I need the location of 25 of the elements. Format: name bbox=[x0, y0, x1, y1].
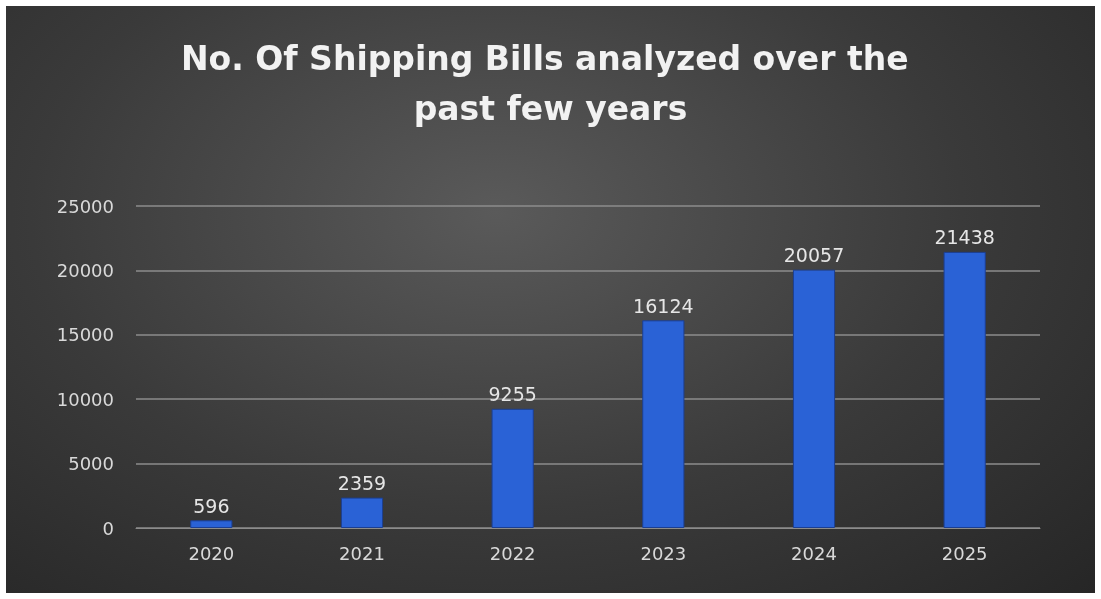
data-label: 21438 bbox=[934, 226, 995, 249]
data-label: 596 bbox=[193, 494, 230, 517]
bar bbox=[340, 497, 384, 528]
data-label: 2359 bbox=[337, 472, 387, 495]
data-label: 9255 bbox=[488, 383, 537, 406]
x-tick-label: 2020 bbox=[188, 542, 235, 564]
y-tick-label: 25000 bbox=[56, 195, 114, 217]
bar bbox=[642, 320, 685, 528]
y-tick-label: 20000 bbox=[56, 259, 114, 281]
chart-title: No. Of Shipping Bills analyzed over the past few years bbox=[180, 38, 921, 128]
y-tick-label: 5000 bbox=[68, 453, 114, 475]
x-tick-label: 2023 bbox=[640, 542, 687, 564]
bar bbox=[792, 269, 836, 528]
x-tick-label: 2021 bbox=[339, 542, 385, 564]
data-label: 20057 bbox=[783, 244, 845, 267]
bar bbox=[491, 408, 534, 528]
data-label: 16124 bbox=[633, 294, 694, 317]
x-tick-label: 2022 bbox=[489, 542, 536, 564]
y-tick-label: 0 bbox=[102, 517, 114, 539]
bar bbox=[943, 251, 986, 528]
y-tick-label: 10000 bbox=[56, 388, 114, 410]
x-tick-label: 2025 bbox=[941, 542, 988, 564]
x-tick-label: 2024 bbox=[791, 542, 837, 564]
bar bbox=[190, 520, 233, 528]
y-tick-label: 15000 bbox=[56, 324, 114, 346]
